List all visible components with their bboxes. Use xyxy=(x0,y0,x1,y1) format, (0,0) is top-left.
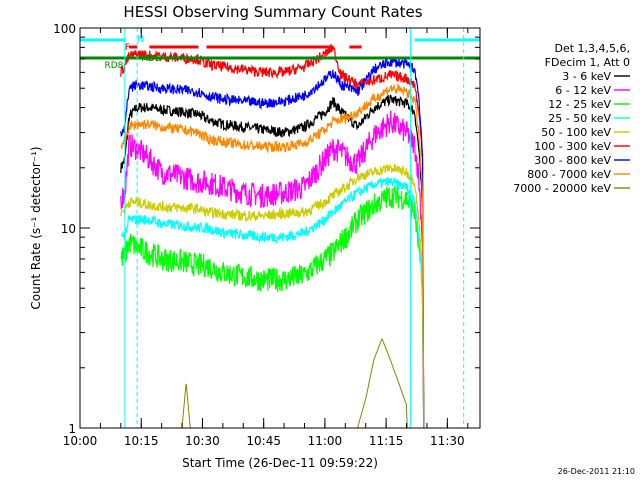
y-tick-label: 1 xyxy=(68,422,76,436)
legend-entry-label: 7000 - 20000 keV xyxy=(513,182,611,195)
legend-entry-label: 6 - 12 keV xyxy=(555,84,611,97)
x-tick-label: 10:30 xyxy=(185,434,220,448)
legend: Det 1,3,4,5,6, FDecim 1, Att 0 3 - 6 keV… xyxy=(513,42,630,195)
x-tick-label: 10:00 xyxy=(63,434,98,448)
legend-header-line-1: Det 1,3,4,5,6, xyxy=(554,42,630,55)
series-line-4 xyxy=(120,163,425,428)
y-tick-label: 10 xyxy=(61,222,76,236)
series-line-3 xyxy=(120,176,425,428)
x-tick-label: 11:00 xyxy=(308,434,343,448)
flag-label: F xyxy=(125,43,130,53)
x-tick-label: 10:15 xyxy=(124,434,159,448)
series-line-2 xyxy=(120,185,425,428)
footer-timestamp: 26-Dec-2011 21:10 xyxy=(558,467,635,476)
legend-entry-label: 3 - 6 keV xyxy=(562,70,611,83)
legend-entry-label: 12 - 25 keV xyxy=(548,98,611,111)
legend-header-line-2: FDecim 1, Att 0 xyxy=(545,56,630,69)
x-axis-label: Start Time (26-Dec-11 09:59:22) xyxy=(182,456,378,470)
legend-entry-label: 300 - 800 keV xyxy=(534,154,611,167)
legend-entry-label: 25 - 50 keV xyxy=(548,112,611,125)
series-line-7 xyxy=(120,82,425,428)
series-line-1 xyxy=(120,110,425,428)
flag-label: RDO xyxy=(141,54,161,64)
x-tick-label: 10:45 xyxy=(246,434,281,448)
series-line-0 xyxy=(120,94,425,428)
legend-entry-label: 50 - 100 keV xyxy=(541,126,611,139)
y-axis-label: Count Rate (s⁻¹ detector⁻¹) xyxy=(29,146,43,309)
flag-label: N xyxy=(137,35,144,45)
flag-label: RD8 xyxy=(104,61,123,71)
y-tick-label: 100 xyxy=(53,22,76,36)
legend-entry-label: 100 - 300 keV xyxy=(534,140,611,153)
chart-title: HESSI Observing Summary Count Rates xyxy=(123,3,422,21)
series-line-6 xyxy=(120,57,425,428)
x-tick-label: 11:30 xyxy=(430,434,465,448)
series-line-8 xyxy=(181,338,408,428)
legend-entry-label: 800 - 7000 keV xyxy=(527,168,611,181)
x-tick-label: 11:15 xyxy=(369,434,404,448)
series-line-5 xyxy=(120,44,425,428)
